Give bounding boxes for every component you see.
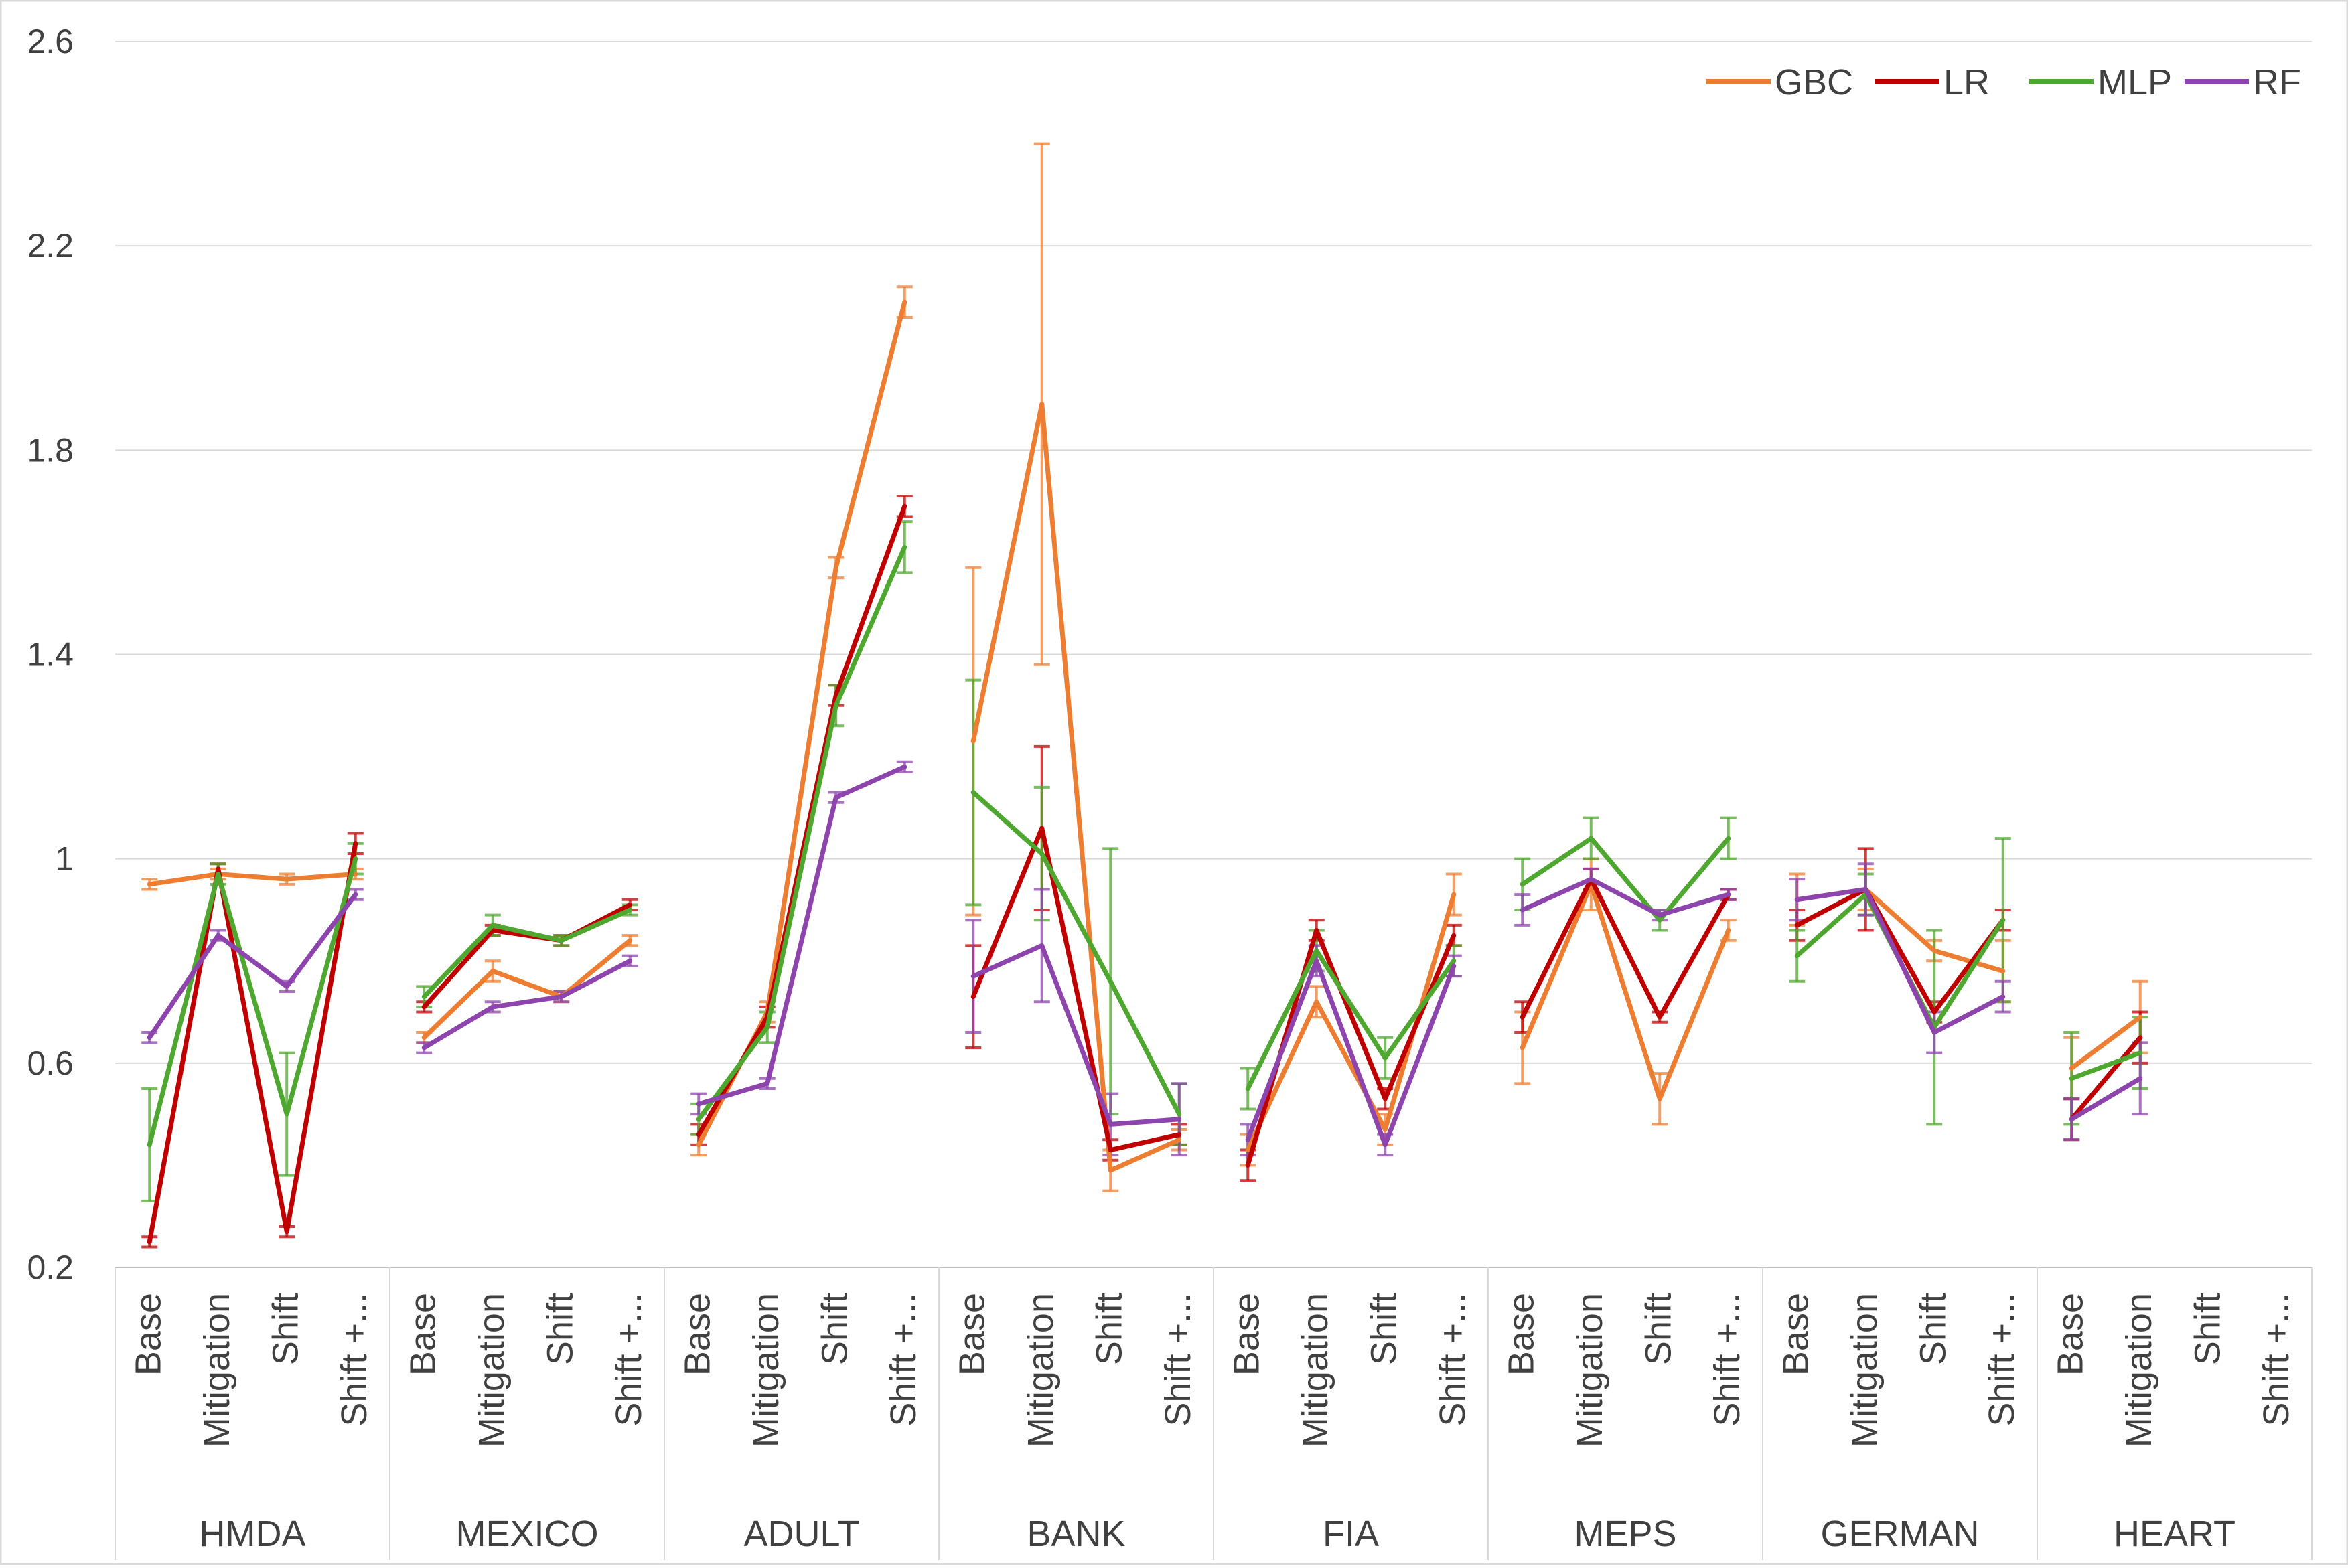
- x-axis-categories: Base Mitigation Shift Shift +... HMDA Base Mit…: [115, 1267, 2313, 1560]
- series-line-mlp: [970, 789, 1182, 1117]
- y-tick-label: 1.4: [27, 636, 74, 674]
- x-tick-label: Shift +...: [1433, 1293, 1473, 1427]
- y-axis-ticks: 0.2 0.6 1 1.4 1.8 2.2 2.6: [27, 23, 74, 1286]
- x-tick-label: Mitigation: [1021, 1293, 1061, 1447]
- series-line-gbc: [970, 402, 1182, 1173]
- legend-label-gbc: GBC: [1775, 62, 1853, 102]
- series-line-lr: [970, 826, 1182, 1153]
- x-tick-label: Mitigation: [1570, 1293, 1610, 1447]
- x-tick-label: Base: [1501, 1293, 1541, 1375]
- group-label: HEART: [2114, 1514, 2235, 1554]
- x-tick-label: Mitigation: [471, 1293, 512, 1447]
- y-tick-label: 1: [55, 840, 74, 878]
- x-tick-label: Base: [128, 1293, 168, 1375]
- x-tick-label: Mitigation: [197, 1293, 237, 1447]
- series-line-lr: [1520, 876, 1731, 1020]
- x-tick-label: Mitigation: [2119, 1293, 2159, 1447]
- series-line-gbc: [1520, 882, 1731, 1101]
- series-line-mlp: [1520, 836, 1731, 923]
- x-tick-label: Shift +...: [1707, 1293, 1747, 1427]
- series-line-mlp: [421, 907, 633, 1000]
- series-line-rf: [696, 764, 907, 1107]
- y-tick-label: 0.2: [27, 1249, 74, 1286]
- x-tick-label: Base: [952, 1293, 992, 1375]
- series-line-rf: [421, 958, 633, 1050]
- y-tick-label: 2.6: [27, 23, 74, 60]
- x-tick-label: Shift +...: [1158, 1293, 1198, 1427]
- series-line-gbc: [147, 872, 358, 887]
- series-line-mlp: [2069, 1050, 2143, 1081]
- x-tick-label: Shift +...: [2256, 1293, 2296, 1427]
- x-tick-label: Base: [402, 1293, 443, 1375]
- group-label: MEXICO: [455, 1514, 598, 1554]
- x-tick-label: Shift: [1638, 1293, 1678, 1365]
- x-tick-label: Shift: [1364, 1293, 1404, 1365]
- x-tick-label: Shift +...: [883, 1293, 924, 1427]
- group-label: BANK: [1027, 1514, 1125, 1554]
- x-tick-label: Shift +...: [609, 1293, 649, 1427]
- series-line-gbc: [2069, 1014, 2143, 1071]
- x-tick-label: Base: [1226, 1293, 1266, 1375]
- x-tick-label: Shift: [814, 1293, 855, 1365]
- x-tick-label: Shift: [265, 1293, 305, 1365]
- legend: GBC LR MLP RF: [1706, 62, 2301, 102]
- x-tick-label: Shift +...: [1982, 1293, 2022, 1427]
- series-line-mlp: [696, 544, 907, 1122]
- x-tick-label: Shift: [2187, 1293, 2227, 1365]
- series-line-lr: [1794, 886, 2006, 1015]
- series-line-rf: [2069, 1076, 2143, 1122]
- series-line-rf: [970, 943, 1182, 1127]
- group-label: HMDA: [200, 1514, 306, 1554]
- series-line-mlp: [147, 856, 358, 1148]
- series-line-lr: [2069, 1035, 2143, 1122]
- y-tick-label: 2.2: [27, 227, 74, 264]
- series-line-mlp: [1245, 948, 1457, 1091]
- legend-label-rf: RF: [2253, 62, 2301, 102]
- legend-label-lr: LR: [1943, 62, 1990, 102]
- series-line-rf: [1245, 958, 1457, 1148]
- series-line-rf: [147, 892, 358, 1040]
- group-label: ADULT: [743, 1514, 859, 1554]
- y-tick-label: 0.6: [27, 1044, 74, 1082]
- series-lines: [147, 299, 2143, 1245]
- x-tick-label: Mitigation: [1295, 1293, 1335, 1447]
- series-line-gbc: [421, 938, 633, 1040]
- series-line-rf: [1520, 876, 1731, 918]
- x-tick-label: Shift: [540, 1293, 580, 1365]
- group-label: GERMAN: [1820, 1514, 1979, 1554]
- x-tick-label: Base: [677, 1293, 717, 1375]
- legend-label-mlp: MLP: [2098, 62, 2172, 102]
- x-tick-label: Shift: [1089, 1293, 1129, 1365]
- x-tick-label: Shift +...: [334, 1293, 374, 1427]
- y-tick-label: 1.8: [27, 431, 74, 469]
- x-tick-label: Mitigation: [746, 1293, 786, 1447]
- x-tick-label: Base: [2050, 1293, 2090, 1375]
- series-line-lr: [147, 841, 358, 1245]
- group-label: FIA: [1323, 1514, 1379, 1554]
- series-line-rf: [1794, 886, 2006, 1035]
- x-tick-label: Mitigation: [1844, 1293, 1885, 1447]
- x-tick-label: Shift: [1913, 1293, 1953, 1365]
- x-tick-label: Base: [1775, 1293, 1816, 1375]
- group-label: MEPS: [1574, 1514, 1676, 1554]
